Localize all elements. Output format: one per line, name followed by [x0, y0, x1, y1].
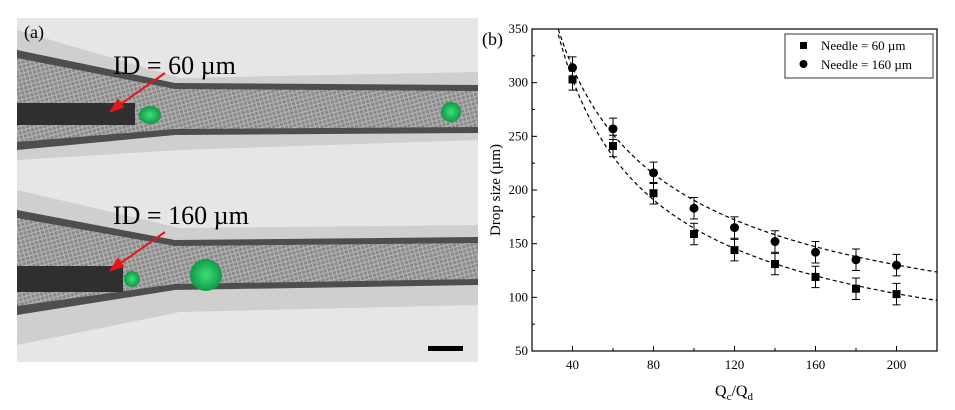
y-tick-label: 300 [509, 75, 529, 90]
y-tick-label: 200 [509, 182, 529, 197]
top-channel [17, 30, 478, 160]
x-tick-label: 80 [647, 357, 660, 372]
data-point-square [649, 189, 658, 198]
x-tick-label: 40 [566, 357, 579, 372]
y-tick-label: 50 [515, 343, 528, 358]
needle-160um [17, 266, 123, 292]
fit-curve-0 [557, 34, 938, 302]
legend-label-160: Needle = 160 µm [821, 57, 912, 72]
data-point-circle [649, 168, 658, 178]
data-point-square [690, 230, 698, 239]
x-tick-label: 120 [725, 357, 745, 372]
drop-size-chart: (b) 40 80 120 160 200 50 100 150 200 250 300 350 Dr… [482, 21, 938, 403]
panel-label-b: (b) [482, 29, 503, 50]
y-tick-label: 350 [509, 21, 529, 36]
microscope-image-panel: (a) ID = 60 µm ID = 160 µm [17, 18, 478, 362]
y-axis-label: Drop size (µm) [488, 144, 504, 236]
data-point-circle [689, 203, 699, 213]
data-point-circle [811, 247, 820, 257]
data-point-square [892, 290, 901, 299]
x-tick-label: 200 [887, 357, 907, 372]
data-point-square [771, 260, 779, 269]
y-tick-label: 100 [509, 289, 529, 304]
data-point-square [568, 75, 577, 84]
forming-drop [124, 271, 140, 287]
legend-marker-square [800, 42, 807, 49]
fit-curve-1 [557, 29, 938, 273]
annotation-id-160: ID = 160 µm [113, 201, 249, 230]
needle-60um [17, 103, 135, 125]
data-point-square [852, 284, 860, 293]
data-point-square [730, 246, 739, 255]
annotation-id-60: ID = 60 µm [113, 51, 236, 80]
data-point-square [811, 272, 820, 281]
detached-drop [441, 102, 461, 122]
data-point-circle [770, 237, 780, 247]
data-point-circle [608, 124, 618, 134]
data-point-circle [851, 255, 861, 265]
y-tick-label: 150 [509, 236, 529, 251]
detached-drop [190, 259, 222, 291]
panel-label-a: (a) [24, 22, 44, 43]
y-tick-label: 250 [509, 128, 529, 143]
arrow-icon [108, 72, 166, 272]
data-point-square [609, 141, 617, 150]
legend-marker-circle [799, 60, 808, 68]
data-point-circle [730, 223, 739, 233]
bottom-channel [17, 190, 478, 345]
legend: Needle = 60 µm Needle = 160 µm [784, 33, 934, 79]
forming-drop [139, 106, 161, 124]
data-point-circle [568, 63, 577, 73]
data-point-circle [892, 260, 901, 270]
x-tick-label: 160 [806, 357, 826, 372]
scale-bar [428, 346, 463, 351]
legend-label-60: Needle = 60 µm [821, 38, 906, 53]
x-axis-label: Qc/Qd [715, 383, 753, 403]
